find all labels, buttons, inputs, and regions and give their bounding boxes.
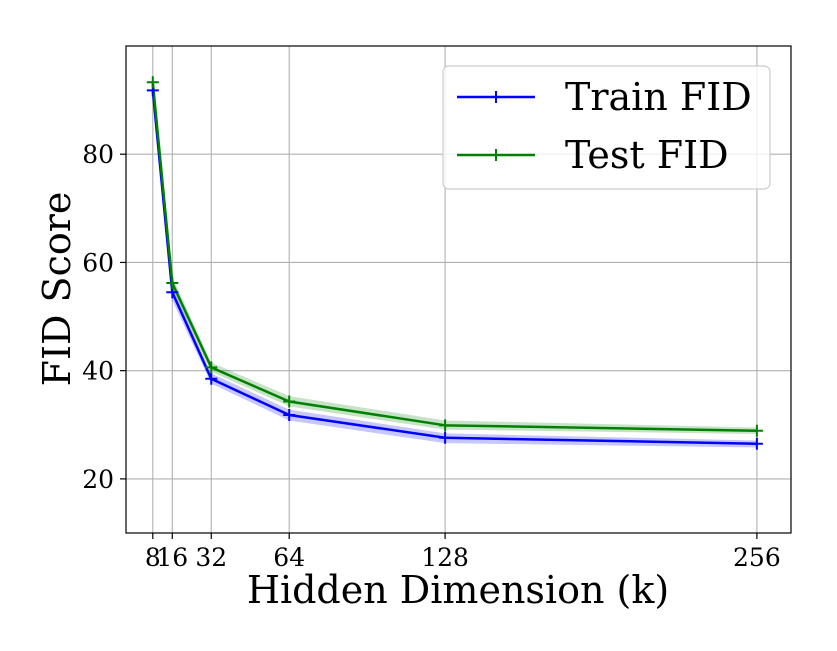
test-fid-point (439, 419, 452, 432)
plot-frame (125, 45, 792, 534)
train-fid-point (283, 409, 296, 422)
axis-ticks: 816 32 64 128 256 20 40 60 80 (82, 140, 781, 572)
test-fid-point (166, 277, 179, 290)
series-lines (151, 82, 757, 445)
x-tick-label: 256 (733, 543, 781, 572)
legend: Train FID Test FID (442, 65, 771, 190)
y-tick-label: 60 (82, 248, 114, 277)
series-markers (146, 76, 763, 450)
y-tick-label: 80 (82, 140, 114, 169)
test-fid-point (283, 395, 296, 408)
legend-label-test: Test FID (565, 133, 729, 177)
train-fid-point (205, 372, 218, 385)
x-tick-label: 16 (156, 543, 188, 572)
y-tick-label: 20 (82, 465, 114, 494)
y-tick-label: 40 (82, 357, 114, 386)
x-tick-label: 32 (195, 543, 227, 572)
x-tick-label: 128 (421, 543, 469, 572)
x-axis-title: Hidden Dimension (k) (247, 568, 669, 612)
train-fid-point (750, 437, 763, 450)
test-fid-line (151, 82, 757, 432)
x-tick-label: 64 (273, 543, 305, 572)
test-fid-point (205, 361, 218, 374)
legend-marker-train (490, 91, 502, 103)
legend-label-train: Train FID (565, 75, 752, 119)
x-tick-label: 8 (145, 543, 161, 572)
y-axis-title: FID Score (35, 192, 79, 387)
train-fid-point (439, 431, 452, 444)
test-fid-point (146, 76, 159, 89)
legend-marker-test (490, 149, 502, 161)
test-fid-point (750, 424, 763, 437)
